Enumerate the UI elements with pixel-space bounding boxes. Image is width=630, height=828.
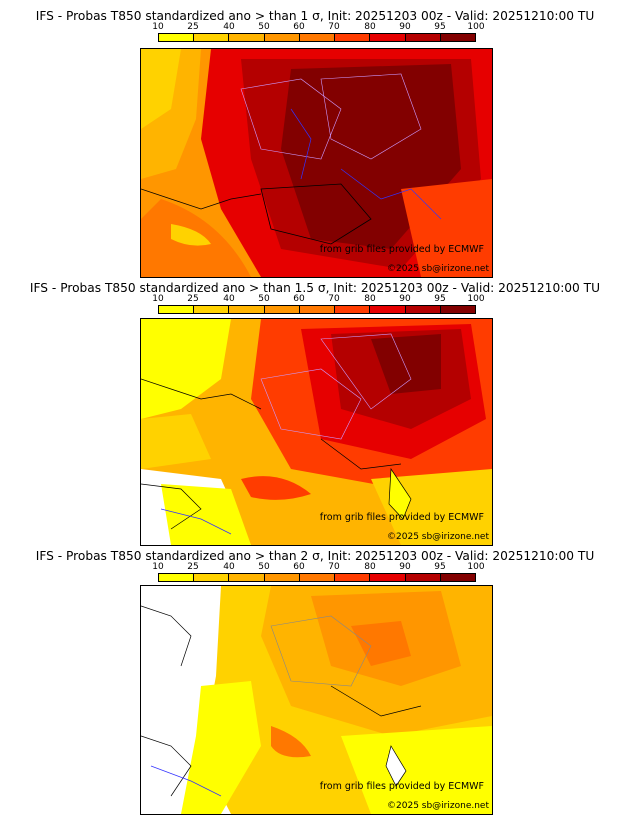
panel-title: IFS - Probas T850 standardized ano > tha… (29, 281, 601, 295)
colorbar-tick: 25 (187, 294, 199, 304)
colorbar-segment (229, 306, 265, 313)
colorbar-segment (335, 306, 371, 313)
colorbar-tick: 90 (399, 22, 411, 32)
colorbar-tick: 95 (434, 22, 446, 32)
probability-map: from grib files provided by ECMWF ©2025 … (140, 585, 493, 815)
colorbar-tick: 10 (152, 22, 164, 32)
colorbar (158, 573, 476, 582)
colorbar-segment (405, 34, 441, 41)
map-panel-1: IFS - Probas T850 standardized ano > tha… (0, 8, 630, 278)
colorbar-segment (229, 574, 265, 581)
copyright: ©2025 sb@irizone.net (387, 264, 489, 274)
colorbar-segment (370, 34, 406, 41)
map-panel-3: IFS - Probas T850 standardized ano > tha… (0, 548, 630, 816)
colorbar-tick: 80 (364, 294, 376, 304)
colorbar-segment (440, 306, 475, 313)
colorbar-segment (159, 574, 195, 581)
colorbar-segment (440, 34, 475, 41)
colorbar-segment (194, 306, 230, 313)
colorbar-tick: 10 (152, 294, 164, 304)
colorbar-tick: 10 (152, 562, 164, 572)
colorbar-segment (264, 574, 300, 581)
colorbar-segment (159, 34, 195, 41)
colorbar-segment (299, 306, 336, 313)
panel-title: IFS - Probas T850 standardized ano > tha… (35, 9, 595, 23)
colorbar-segment (194, 574, 230, 581)
map-panel-2: IFS - Probas T850 standardized ano > tha… (0, 280, 630, 548)
panel-title: IFS - Probas T850 standardized ano > tha… (35, 549, 595, 563)
source-credit: from grib files provided by ECMWF (319, 244, 484, 255)
colorbar-tick: 50 (258, 562, 270, 572)
colorbar-tick: 100 (467, 294, 485, 304)
colorbar-tick: 95 (434, 562, 446, 572)
colorbar-segment (405, 306, 441, 313)
colorbar-segment (299, 34, 336, 41)
colorbar-segment (370, 306, 406, 313)
source-credit: from grib files provided by ECMWF (319, 512, 484, 523)
colorbar-tick: 95 (434, 294, 446, 304)
colorbar-segment (264, 34, 300, 41)
colorbar-tick: 40 (223, 562, 235, 572)
colorbar-tick: 25 (187, 22, 199, 32)
colorbar-tick: 60 (293, 22, 305, 32)
colorbar-segment (335, 574, 371, 581)
probability-map: from grib files provided by ECMWF ©2025 … (140, 318, 493, 546)
map-layer (141, 49, 492, 277)
colorbar-tick: 40 (223, 22, 235, 32)
colorbar-tick: 90 (399, 294, 411, 304)
colorbar-tick: 40 (223, 294, 235, 304)
colorbar-segment (159, 306, 195, 313)
colorbar-tick: 70 (328, 294, 340, 304)
colorbar-segment (405, 574, 441, 581)
colorbar (158, 33, 476, 42)
colorbar-tick: 80 (364, 562, 376, 572)
copyright: ©2025 sb@irizone.net (387, 801, 489, 811)
colorbar-segment (299, 574, 336, 581)
source-credit: from grib files provided by ECMWF (319, 781, 484, 792)
colorbar-tick: 100 (467, 22, 485, 32)
colorbar-segment (194, 34, 230, 41)
colorbar-tick: 100 (467, 562, 485, 572)
colorbar-segment (370, 574, 406, 581)
colorbar-tick: 60 (293, 562, 305, 572)
colorbar-segment (229, 34, 265, 41)
colorbar-tick: 80 (364, 22, 376, 32)
map-layer (141, 319, 492, 545)
colorbar (158, 305, 476, 314)
colorbar-tick: 50 (258, 22, 270, 32)
colorbar-segment (335, 34, 371, 41)
colorbar-segment (264, 306, 300, 313)
colorbar-tick: 25 (187, 562, 199, 572)
colorbar-tick: 90 (399, 562, 411, 572)
colorbar-segment (440, 574, 475, 581)
colorbar-tick: 50 (258, 294, 270, 304)
map-layer (141, 586, 492, 814)
probability-map: from grib files provided by ECMWF ©2025 … (140, 48, 493, 278)
colorbar-tick: 70 (328, 22, 340, 32)
colorbar-tick: 60 (293, 294, 305, 304)
colorbar-tick: 70 (328, 562, 340, 572)
copyright: ©2025 sb@irizone.net (387, 532, 489, 542)
